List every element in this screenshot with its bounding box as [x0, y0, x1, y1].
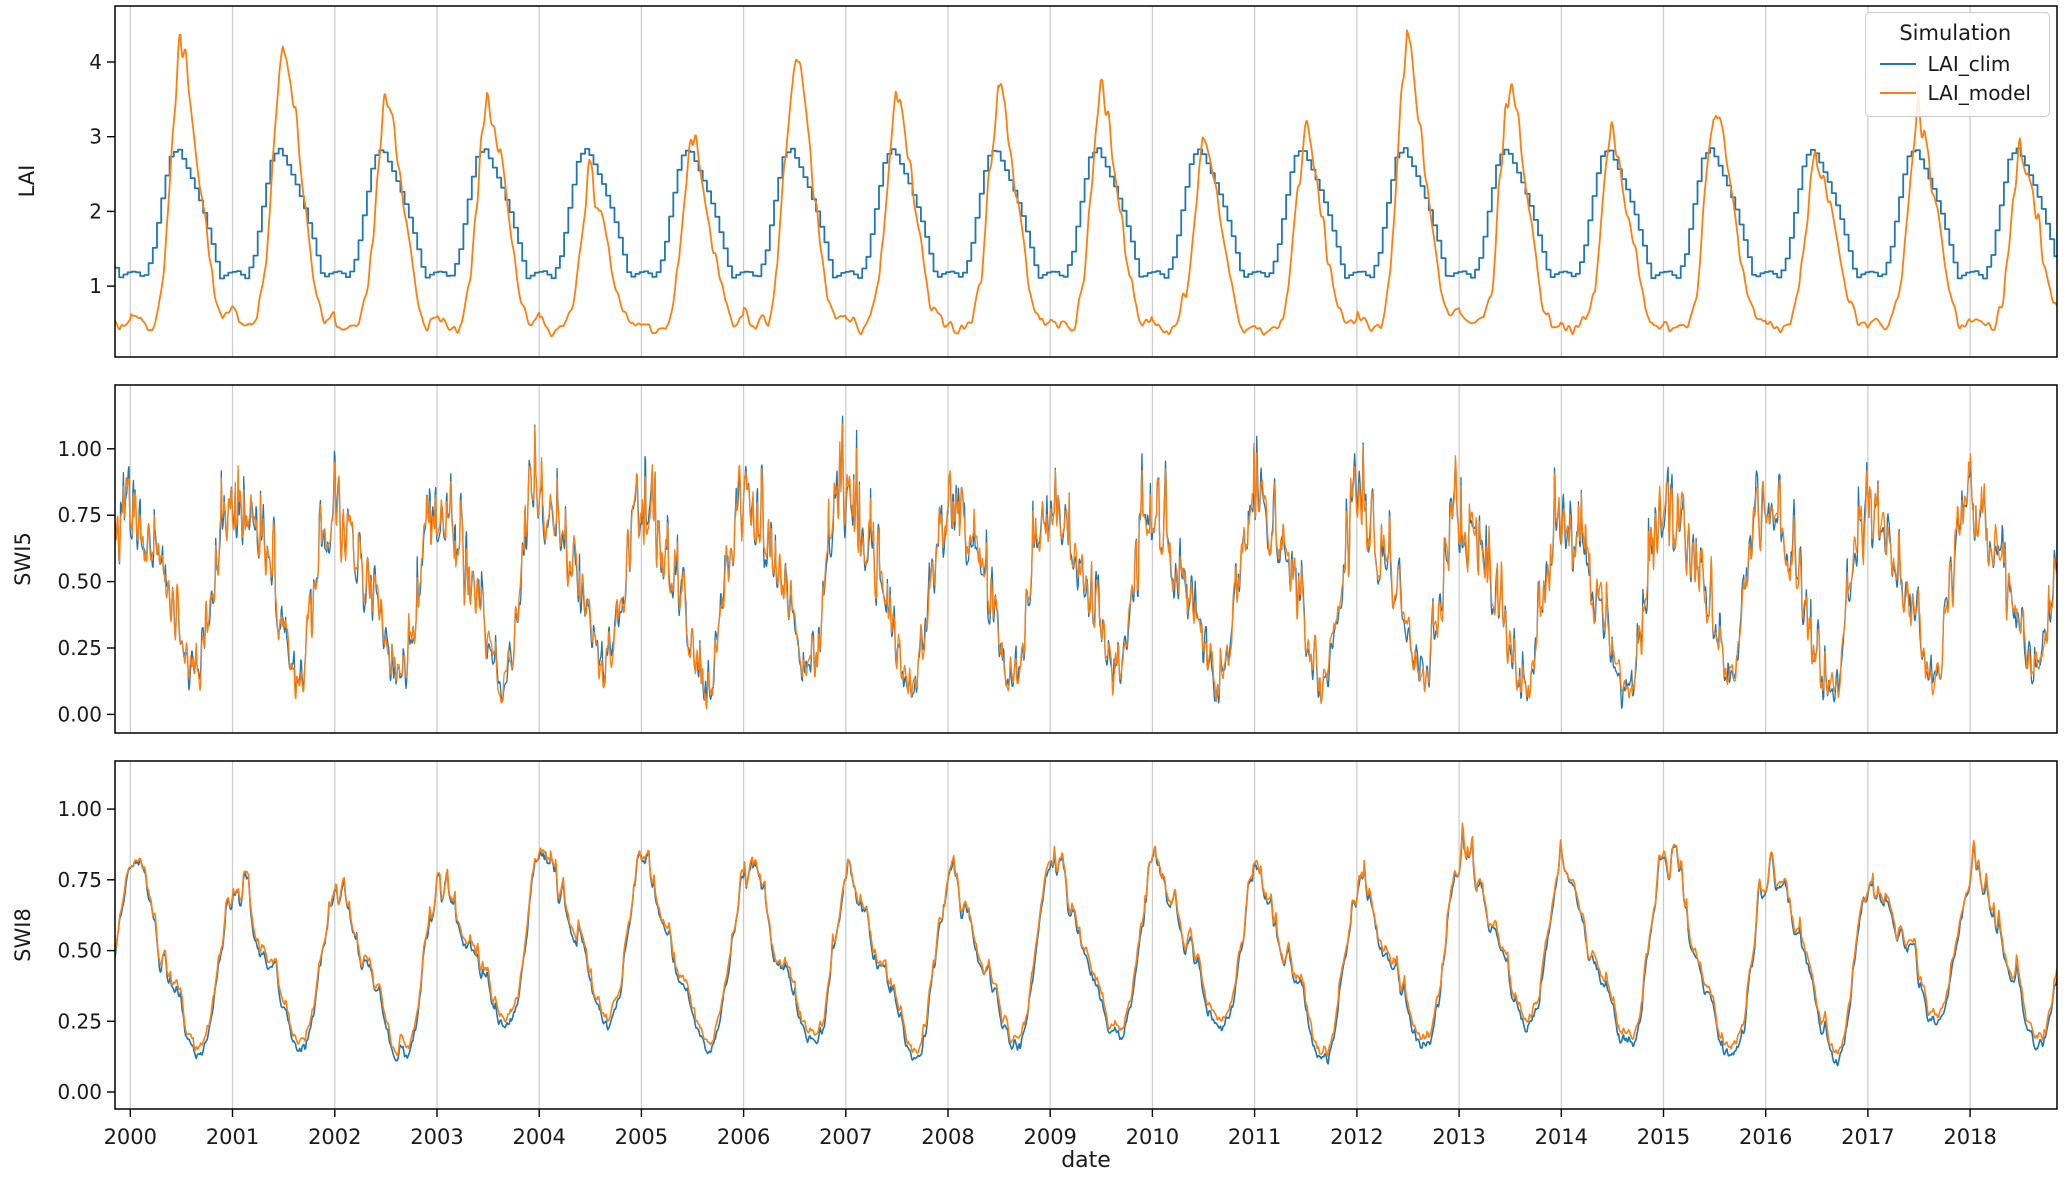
x-tick-label: 2004	[512, 1125, 565, 1149]
y-tick-label: 3	[89, 125, 102, 149]
y-axis-label-lai: LAI	[15, 164, 39, 198]
x-tick-label: 2009	[1023, 1125, 1076, 1149]
y-tick-label: 4	[89, 50, 102, 74]
y-tick-label: 1.00	[57, 437, 102, 461]
x-tick-label: 2011	[1228, 1125, 1281, 1149]
series-LAI_clim	[115, 147, 2057, 280]
x-tick-label: 2012	[1330, 1125, 1383, 1149]
legend-title: Simulation	[1899, 21, 2012, 45]
y-tick-label: 0.00	[57, 702, 102, 726]
lai-model-line-swatch-icon	[1879, 92, 1916, 94]
x-tick-label: 2000	[104, 1125, 157, 1149]
x-tick-label: 2003	[410, 1125, 463, 1149]
x-tick-label: 2007	[819, 1125, 872, 1149]
x-tick-label: 2016	[1739, 1125, 1792, 1149]
series-LAI_model	[115, 423, 2057, 710]
x-tick-label: 2006	[717, 1125, 770, 1149]
x-tick-label: 2008	[921, 1125, 974, 1149]
x-tick-label: 2015	[1637, 1125, 1690, 1149]
y-tick-label: 0.50	[57, 939, 102, 963]
legend-label-lai-model: LAI_model	[1927, 81, 2031, 105]
y-tick-label: 0.75	[57, 868, 102, 892]
y-tick-label: 1	[89, 274, 102, 298]
panel-lai	[115, 6, 2057, 357]
x-tick-label: 2002	[308, 1125, 361, 1149]
y-axis-label-swi8: SWI8	[11, 908, 35, 962]
x-axis-label: date	[1061, 1148, 1111, 1173]
y-tick-label: 0.75	[57, 503, 102, 527]
y-tick-label: 0.00	[57, 1080, 102, 1104]
legend: Simulation LAI_clim LAI_model	[1864, 12, 2050, 117]
x-tick-label: 2014	[1535, 1125, 1588, 1149]
y-tick-label: 0.25	[57, 1009, 102, 1033]
series-LAI_model	[115, 822, 2057, 1057]
panel-border	[114, 760, 2058, 1110]
y-tick-label: 0.25	[57, 636, 102, 660]
x-tick-label: 2017	[1841, 1125, 1894, 1149]
x-tick-label: 2010	[1126, 1125, 1179, 1149]
series-LAI_clim	[115, 825, 2057, 1067]
y-tick-label: 1.00	[57, 797, 102, 821]
y-tick-label: 0.50	[57, 570, 102, 594]
legend-label-lai-clim: LAI_clim	[1927, 52, 2011, 76]
legend-entry-lai-clim: LAI_clim	[1879, 52, 2031, 76]
lai-clim-line-swatch-icon	[1879, 63, 1916, 65]
panel-swi5	[115, 385, 2057, 733]
x-tick-label: 2001	[206, 1125, 259, 1149]
panel-swi8	[115, 761, 2057, 1109]
legend-entry-lai-model: LAI_model	[1879, 81, 2031, 105]
panel-border	[114, 384, 2058, 734]
x-tick-label: 2013	[1432, 1125, 1485, 1149]
y-axis-label-swi5: SWI5	[11, 532, 35, 586]
x-tick-label: 2005	[615, 1125, 668, 1149]
y-tick-label: 2	[89, 199, 102, 223]
series-LAI_model	[115, 29, 2057, 338]
x-tick-label: 2018	[1943, 1125, 1996, 1149]
panel-border	[114, 5, 2058, 358]
